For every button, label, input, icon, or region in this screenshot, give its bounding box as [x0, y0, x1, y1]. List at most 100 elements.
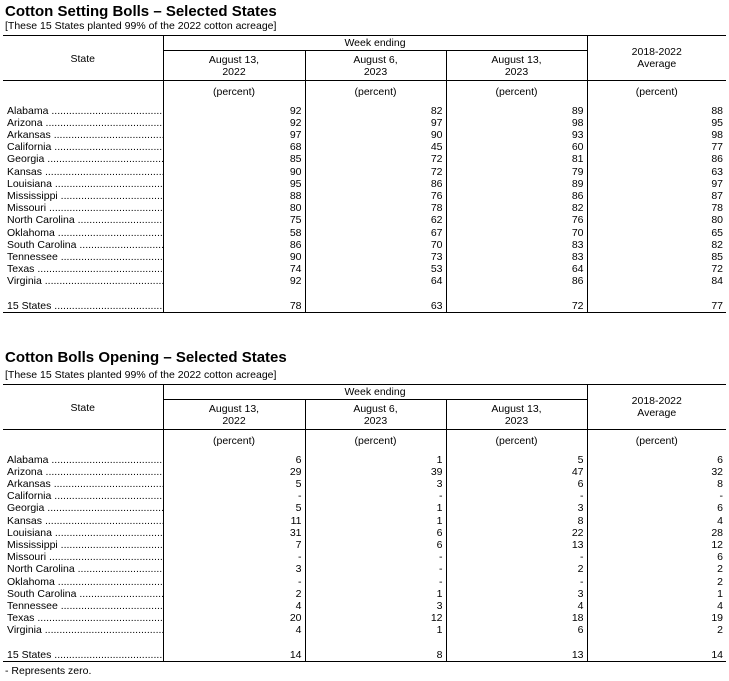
- value-cell: 3: [304, 477, 446, 491]
- header-average: 2018-2022 Average: [586, 384, 726, 430]
- value-cell: 8: [586, 477, 726, 491]
- table-row: Kansas .................................…: [3, 514, 726, 527]
- value-cell: 13: [445, 538, 587, 552]
- value-cell: 64: [445, 263, 587, 276]
- value-cell: 5: [162, 477, 305, 491]
- value-cell: 1: [304, 514, 446, 527]
- value-cell: 92: [162, 116, 305, 129]
- table-row: Alabama ................................…: [3, 453, 726, 466]
- table-row: Mississippi ............................…: [3, 189, 726, 203]
- state-name: Louisiana: [7, 177, 52, 190]
- value-cell: -: [162, 551, 305, 564]
- table-row: Oklahoma ...............................…: [3, 575, 726, 588]
- value-cell: 81: [445, 153, 587, 166]
- table-row: Tennessee ..............................…: [3, 599, 726, 613]
- table-row: Louisiana ..............................…: [3, 177, 726, 190]
- unit-label: (percent): [162, 429, 305, 452]
- table-row: Virginia ...............................…: [3, 624, 726, 637]
- table-row: Arkansas ...............................…: [3, 477, 726, 491]
- value-cell: 6: [586, 551, 726, 564]
- table-row: Texas ..................................…: [3, 612, 726, 625]
- state-name: Mississippi: [7, 538, 58, 551]
- value-cell: 74: [162, 263, 305, 276]
- value-cell: 72: [445, 299, 587, 313]
- table-row: Georgia ................................…: [3, 502, 726, 515]
- value-cell: -: [445, 490, 587, 503]
- value-cell: 89: [445, 104, 587, 117]
- value-cell: 72: [304, 153, 446, 166]
- table-row: South Carolina .........................…: [3, 587, 726, 600]
- value-cell: 13: [445, 648, 587, 662]
- value-cell: 78: [304, 202, 446, 215]
- unit-label: (percent): [304, 80, 446, 103]
- footnote: - Represents zero.: [5, 665, 92, 677]
- state-name: 15 States: [7, 299, 52, 312]
- data-table: State Week ending 2018-2022 Average Augus…: [3, 35, 726, 313]
- state-name: Tennessee: [7, 599, 58, 612]
- value-cell: 97: [586, 177, 726, 190]
- state-name: Georgia: [7, 502, 45, 515]
- value-cell: 2: [162, 587, 305, 600]
- table-title: Cotton Bolls Opening – Selected States: [5, 349, 287, 366]
- value-cell: 6: [445, 477, 587, 491]
- table-row: Alabama ................................…: [3, 104, 726, 117]
- header-week-ending: Week ending: [162, 384, 587, 400]
- table-row: Kansas .................................…: [3, 165, 726, 178]
- value-cell: 2: [445, 563, 587, 576]
- value-cell: 12: [304, 612, 446, 625]
- value-cell: 84: [586, 275, 726, 288]
- value-cell: -: [304, 563, 446, 576]
- state-name: Virginia: [7, 275, 42, 288]
- state-name: North Carolina: [7, 214, 75, 227]
- value-cell: 3: [304, 599, 446, 613]
- value-cell: 98: [586, 128, 726, 142]
- value-cell: 1: [304, 502, 446, 515]
- state-name: Missouri: [7, 202, 47, 215]
- value-cell: 86: [445, 275, 587, 288]
- value-cell: 2: [586, 575, 726, 588]
- table-subtitle: [These 15 States planted 99% of the 2022…: [5, 369, 277, 381]
- value-cell: 95: [162, 177, 305, 190]
- state-name: Arizona: [7, 116, 43, 129]
- value-cell: 95: [586, 116, 726, 129]
- value-cell: 5: [445, 453, 587, 466]
- state-name: Texas: [7, 263, 35, 276]
- value-cell: 6: [304, 526, 446, 539]
- value-cell: 78: [586, 202, 726, 215]
- value-cell: 14: [162, 648, 305, 662]
- state-name: Alabama: [7, 104, 49, 117]
- value-cell: 97: [162, 128, 305, 142]
- header-week-3: August 13, 2023: [445, 50, 587, 81]
- value-cell: 20: [162, 612, 305, 625]
- header-average: 2018-2022 Average: [586, 35, 726, 81]
- value-cell: 6: [586, 502, 726, 515]
- state-name: Tennessee: [7, 250, 58, 263]
- table-row: Missouri ...............................…: [3, 551, 726, 564]
- value-cell: 93: [445, 128, 587, 142]
- header-week-ending: Week ending: [162, 35, 587, 51]
- value-cell: 67: [304, 226, 446, 239]
- value-cell: 78: [162, 299, 305, 313]
- state-name: Georgia: [7, 153, 45, 166]
- table-subtitle: [These 15 States planted 99% of the 2022…: [5, 20, 277, 32]
- state-name: Missouri: [7, 551, 47, 564]
- value-cell: 88: [586, 104, 726, 117]
- table-row: Arizona ................................…: [3, 116, 726, 129]
- unit-label: (percent): [586, 429, 726, 452]
- value-cell: 89: [445, 177, 587, 190]
- state-name: Arkansas: [7, 477, 51, 490]
- value-cell: 6: [586, 453, 726, 466]
- header-state: State: [3, 35, 163, 81]
- value-cell: 90: [304, 128, 446, 142]
- value-cell: 98: [445, 116, 587, 129]
- header-week-2: August 6, 2023: [304, 399, 446, 430]
- value-cell: 82: [304, 104, 446, 117]
- value-cell: 90: [162, 250, 305, 264]
- value-cell: 62: [304, 214, 446, 227]
- value-cell: 5: [162, 502, 305, 515]
- value-cell: -: [586, 490, 726, 503]
- table-row: Oklahoma ...............................…: [3, 226, 726, 239]
- value-cell: 4: [162, 624, 305, 637]
- value-cell: 6: [445, 624, 587, 637]
- unit-label: (percent): [586, 80, 726, 103]
